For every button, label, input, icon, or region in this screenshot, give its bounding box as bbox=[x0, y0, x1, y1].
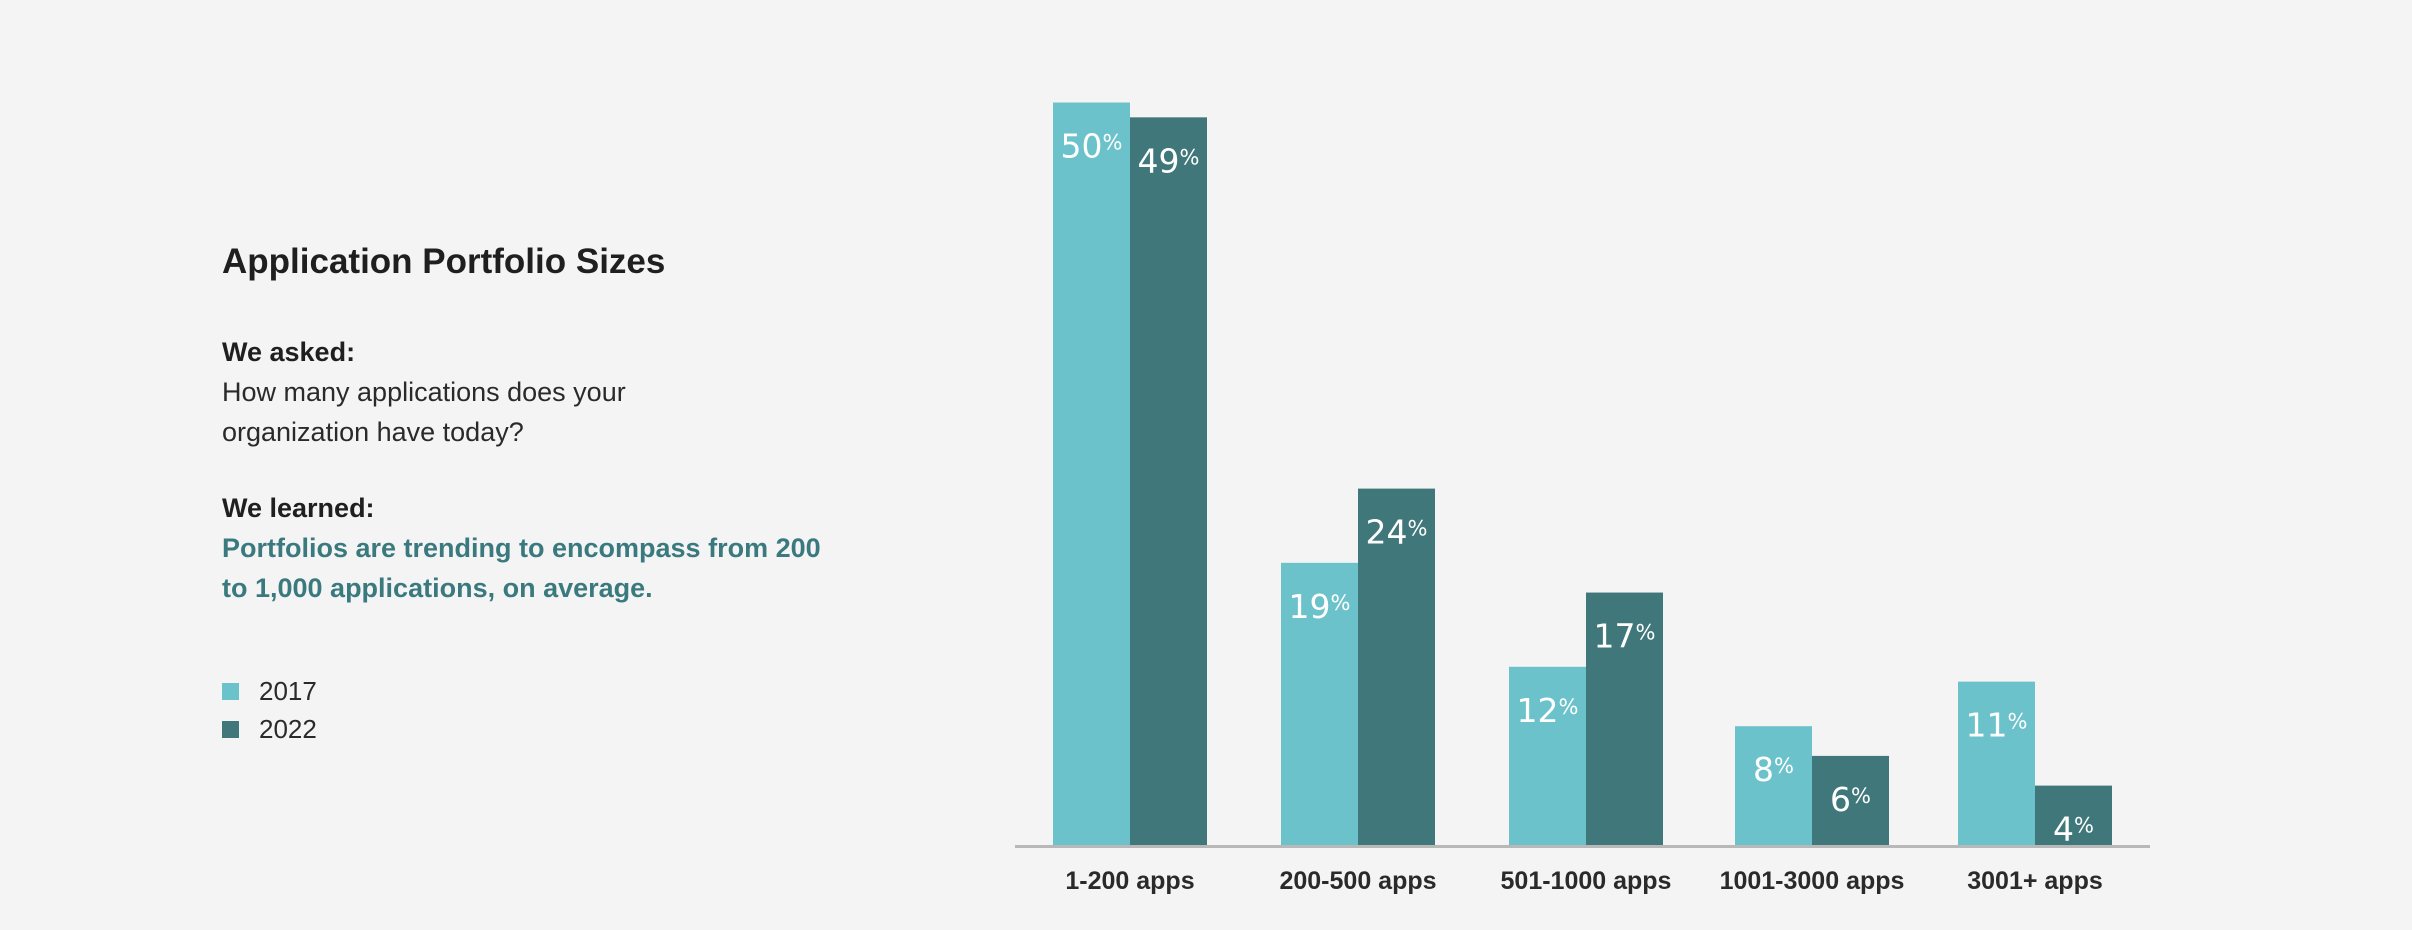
legend-label-2017: 2017 bbox=[259, 675, 317, 706]
category-label-2: 200-500 apps bbox=[1279, 867, 1436, 895]
bar-group-5: 11%4%3001+ apps bbox=[1958, 681, 2112, 895]
bar-2022-4 bbox=[1812, 755, 1889, 845]
learned-label: We learned: bbox=[222, 493, 375, 523]
legend-item-2022: 2022 bbox=[222, 710, 822, 748]
category-label-4: 1001-3000 apps bbox=[1720, 867, 1905, 895]
bar-2022-2 bbox=[1358, 488, 1435, 845]
survey-question: How many applications does your organiza… bbox=[222, 377, 626, 447]
chart-legend: 2017 2022 bbox=[222, 672, 822, 748]
asked-label: We asked: bbox=[222, 337, 356, 367]
bar-group-2: 19%24%200-500 apps bbox=[1279, 488, 1437, 895]
survey-finding: Portfolios are trending to encompass fro… bbox=[222, 533, 821, 603]
description-panel: Application Portfolio Sizes We asked: Ho… bbox=[222, 240, 822, 748]
category-label-1: 1-200 apps bbox=[1065, 867, 1194, 895]
bar-2017-5 bbox=[1958, 681, 2035, 845]
legend-swatch-2017 bbox=[222, 682, 239, 700]
legend-swatch-2022 bbox=[222, 720, 239, 738]
bar-group-4: 8%6%1001-3000 apps bbox=[1720, 726, 1905, 895]
chart-title: Application Portfolio Sizes bbox=[222, 242, 666, 281]
bar-group-1: 50% 49%1-200 apps bbox=[1053, 102, 1207, 895]
bar-2017-3 bbox=[1509, 666, 1586, 845]
data-label-2017-3: 12% bbox=[1517, 691, 1579, 730]
bar-2022-3 bbox=[1586, 592, 1663, 845]
bar-2022-1 bbox=[1130, 117, 1207, 846]
category-label-5: 3001+ apps bbox=[1967, 867, 2103, 895]
bar-group-3: 12%17%501-1000 apps bbox=[1501, 592, 1672, 895]
data-label-2022-2: 24% bbox=[1366, 513, 1428, 552]
legend-label-2022: 2022 bbox=[259, 713, 317, 744]
category-label-3: 501-1000 apps bbox=[1501, 867, 1672, 895]
bar-2017-4 bbox=[1735, 726, 1812, 845]
bar-2017-1 bbox=[1053, 102, 1130, 845]
bar-2022-5 bbox=[2035, 785, 2112, 845]
legend-item-2017: 2017 bbox=[222, 672, 822, 710]
bar-2017-2 bbox=[1281, 562, 1358, 845]
